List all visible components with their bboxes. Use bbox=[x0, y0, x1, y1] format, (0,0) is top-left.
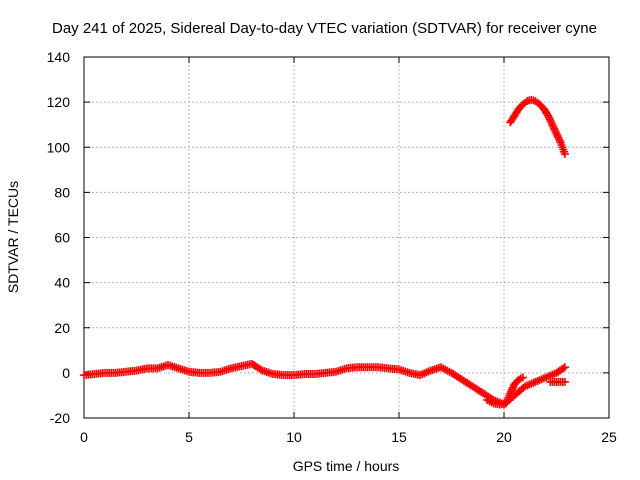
data-point bbox=[555, 136, 564, 145]
plot-frame bbox=[83, 56, 610, 419]
x-tick-label: 25 bbox=[601, 429, 617, 445]
y-tick-label: 60 bbox=[54, 230, 70, 246]
data-point bbox=[544, 113, 553, 122]
data-point bbox=[518, 373, 527, 382]
data-point bbox=[555, 135, 564, 144]
chart-title: Day 241 of 2025, Sidereal Day-to-day VTE… bbox=[52, 20, 597, 37]
data-point bbox=[544, 111, 553, 120]
data-point bbox=[547, 118, 556, 127]
data-point bbox=[507, 387, 516, 396]
data-point bbox=[549, 122, 558, 131]
data-point bbox=[553, 131, 562, 140]
y-tick-label: 120 bbox=[47, 94, 71, 110]
data-point bbox=[554, 133, 563, 142]
data-point bbox=[506, 389, 515, 398]
data-point bbox=[551, 127, 560, 136]
x-tick-label: 0 bbox=[80, 429, 88, 445]
y-tick-label: 0 bbox=[62, 365, 70, 381]
data-point bbox=[545, 115, 554, 124]
axis-ticks: 0 5 10 15 20 25 -20 0 20 40 60 80 100 120 140 bbox=[47, 49, 617, 445]
data-point bbox=[508, 383, 517, 392]
grid bbox=[84, 57, 609, 418]
y-tick-label: 140 bbox=[47, 49, 71, 65]
data-point bbox=[552, 129, 561, 138]
x-tick-label: 20 bbox=[496, 429, 512, 445]
y-tick-label: 40 bbox=[54, 275, 70, 291]
data-point bbox=[548, 120, 557, 129]
y-axis-label: SDTVAR / TECUs bbox=[5, 181, 21, 293]
data-point bbox=[550, 126, 559, 135]
x-axis-label: GPS time / hours bbox=[293, 458, 400, 474]
data-points bbox=[80, 95, 569, 409]
data-point bbox=[546, 117, 555, 126]
x-tick-label: 5 bbox=[185, 429, 193, 445]
y-tick-label: 100 bbox=[47, 139, 71, 155]
data-point bbox=[507, 385, 516, 394]
data-point bbox=[560, 363, 569, 372]
y-tick-label: 20 bbox=[54, 320, 70, 336]
y-tick-label: 80 bbox=[54, 184, 70, 200]
x-tick-label: 10 bbox=[286, 429, 302, 445]
x-tick-label: 15 bbox=[391, 429, 407, 445]
data-point bbox=[256, 365, 265, 374]
data-point bbox=[560, 150, 569, 159]
data-point bbox=[559, 364, 568, 373]
y-tick-label: -20 bbox=[50, 410, 70, 426]
data-point bbox=[549, 124, 558, 133]
data-point bbox=[560, 377, 569, 386]
